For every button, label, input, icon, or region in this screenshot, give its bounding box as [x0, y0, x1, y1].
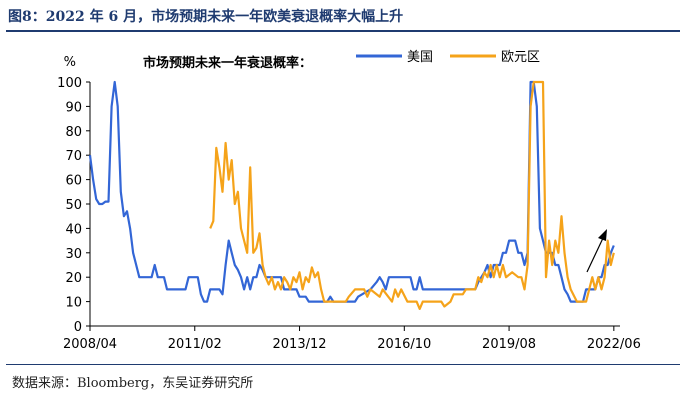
chart-series-lines	[88, 80, 615, 310]
x-tick-label: 2016/10	[377, 337, 431, 352]
y-tick-label: 20	[65, 271, 82, 286]
figure-title: 图8：2022 年 6 月，市场预期未来一年欧美衰退概率大幅上升	[8, 9, 404, 25]
chart-annotations	[586, 229, 607, 273]
y-tick-label: 30	[65, 247, 82, 262]
trend-arrow-shaft	[586, 235, 605, 273]
footer-divider	[6, 364, 680, 365]
x-tick-label: 2022/06	[587, 337, 641, 352]
y-tick-label: 70	[65, 149, 82, 164]
y-tick-label: 90	[65, 100, 82, 115]
x-tick-label: 2019/08	[482, 337, 536, 352]
legend-label: 美国	[407, 50, 433, 65]
y-tick-label: 80	[65, 125, 82, 140]
y-tick-label: 40	[65, 222, 82, 237]
y-axis-label: %	[64, 55, 76, 70]
x-tick-label: 2011/02	[168, 337, 222, 352]
y-tick-label: 100	[57, 76, 82, 91]
x-tick-label: 2008/04	[63, 337, 117, 352]
series-line-eurozone	[209, 80, 615, 310]
chart-title: 市场预期未来一年衰退概率：	[143, 55, 312, 71]
y-tick-label: 0	[74, 320, 82, 335]
chart-axes: 0 10 20 30 40 50 60 70 80 90 100% 2008/04 2011/02 201…	[57, 55, 641, 352]
source-note: 数据来源：Bloomberg，东吴证券研究所	[12, 376, 254, 391]
y-tick-label: 50	[65, 198, 82, 213]
y-tick-label: 60	[65, 174, 82, 189]
trend-arrow-head	[598, 229, 607, 241]
chart-legend: 美国 欧元区	[356, 50, 540, 65]
y-tick-label: 10	[65, 296, 82, 311]
title-divider	[6, 30, 680, 32]
legend-label: 欧元区	[501, 50, 540, 65]
x-tick-label: 2013/12	[273, 337, 327, 352]
series-line-us	[88, 80, 615, 303]
